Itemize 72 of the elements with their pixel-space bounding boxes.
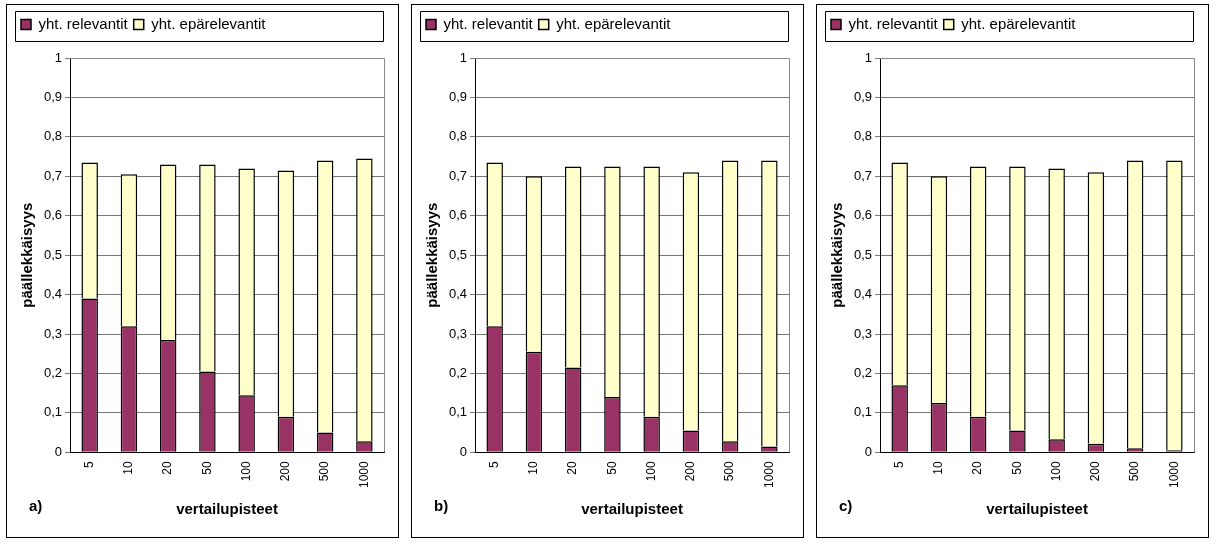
x-axis-title: vertailupisteet [176, 500, 278, 518]
x-tick-label: 50 [1009, 460, 1024, 475]
x-tick-label: 200 [1088, 460, 1103, 482]
legend-label: yht. relevantit [848, 14, 939, 32]
x-tick-label: 100 [238, 460, 253, 482]
y-tick-label: 0,8 [43, 128, 63, 144]
y-tick-label: 0,4 [853, 286, 873, 302]
x-tick-label: 50 [604, 460, 619, 475]
x-tick-label: 1000 [761, 460, 776, 489]
y-tick-label: 0,5 [448, 246, 468, 262]
x-tick-label: 100 [643, 460, 658, 482]
y-tick-label: 0,6 [43, 207, 63, 223]
y-tick-label: 0,7 [853, 167, 873, 183]
y-tick-label: 0,2 [853, 365, 873, 381]
y-tick-label: 0,6 [448, 207, 468, 223]
y-tick-label: 0,4 [448, 286, 468, 302]
x-axis-title: vertailupisteet [986, 500, 1088, 518]
y-tick-label: 0,4 [43, 286, 63, 302]
x-tick-label: 5 [487, 460, 501, 468]
x-tick-label: 10 [931, 460, 946, 475]
x-tick-label: 5 [82, 460, 96, 468]
x-tick-label: 1000 [1166, 460, 1181, 489]
y-tick-label: 0 [459, 443, 468, 459]
y-tick-label: 0,1 [448, 404, 468, 420]
text: a) [29, 497, 43, 515]
x-tick-label: 500 [1127, 460, 1142, 482]
y-tick-label: 0,3 [43, 325, 63, 341]
y-tick-label: 0,9 [43, 89, 63, 105]
y-tick-label: 0,6 [853, 207, 873, 223]
x-tick-label: 100 [1048, 460, 1063, 482]
y-tick-label: 0,5 [43, 246, 63, 262]
x-tick-label: 10 [121, 460, 136, 475]
y-tick-label: 0,2 [43, 365, 63, 381]
y-tick-label: 0,7 [43, 167, 63, 183]
legend-label: yht. relevantit [443, 14, 534, 32]
x-axis-title: vertailupisteet [581, 500, 683, 518]
y-tick-label: 0,9 [448, 89, 468, 105]
x-tick-label: 20 [160, 460, 175, 475]
x-tick-label: 50 [199, 460, 214, 475]
y-tick-label: 1 [54, 49, 63, 65]
legend-label: yht. epärelevantit [151, 14, 267, 32]
y-tick-label: 0,5 [853, 246, 873, 262]
y-tick-label: 0,2 [448, 365, 468, 381]
x-tick-label: 500 [722, 460, 737, 482]
x-tick-label: 10 [526, 460, 541, 475]
x-tick-label: 500 [317, 460, 332, 482]
legend-label: yht. relevantit [38, 14, 129, 32]
x-tick-label: 5 [892, 460, 906, 468]
y-tick-label: 0,3 [853, 325, 873, 341]
y-tick-label: 1 [864, 49, 873, 65]
x-tick-label: 200 [683, 460, 698, 482]
y-tick-label: 1 [459, 49, 468, 65]
y-tick-label: 0,8 [853, 128, 873, 144]
y-tick-label: 0,9 [853, 89, 873, 105]
legend-label: yht. epärelevantit [961, 14, 1077, 32]
x-tick-label: 1000 [356, 460, 371, 489]
y-tick-label: 0,8 [448, 128, 468, 144]
y-axis-title: päällekkäisyys [828, 202, 846, 308]
y-tick-label: 0 [54, 443, 63, 459]
y-tick-label: 0,1 [43, 404, 63, 420]
text: c) [839, 497, 853, 515]
y-axis-title: päällekkäisyys [18, 202, 36, 308]
y-tick-label: 0,1 [853, 404, 873, 420]
y-tick-label: 0,7 [448, 167, 468, 183]
legend-label: yht. epärelevantit [556, 14, 672, 32]
y-tick-label: 0 [864, 443, 873, 459]
y-axis-title: päällekkäisyys [423, 202, 441, 308]
x-tick-label: 20 [565, 460, 580, 475]
y-tick-label: 0,3 [448, 325, 468, 341]
x-tick-label: 200 [278, 460, 293, 482]
x-tick-label: 20 [970, 460, 985, 475]
text: b) [434, 497, 449, 515]
